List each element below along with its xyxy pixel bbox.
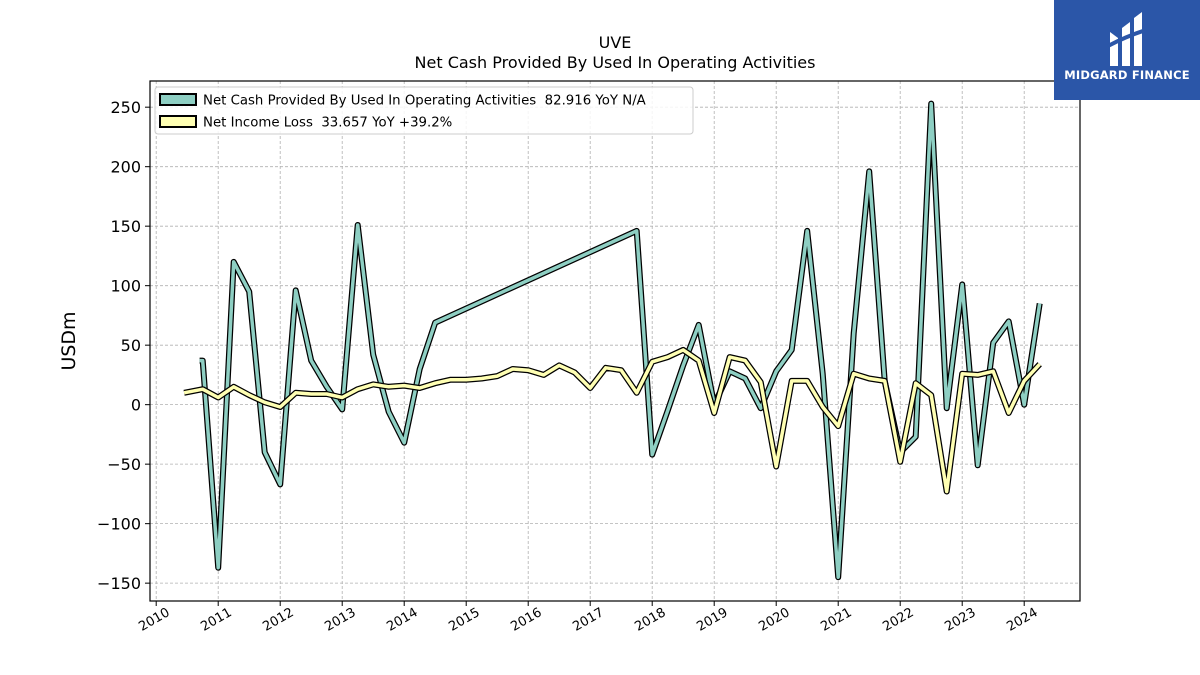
x-axis: 2010 2011 2012 2013 2014 2015 2016 2017 2018 2019…: [136, 601, 1041, 635]
x-tick-label: 2015: [446, 605, 482, 635]
series-lines: [183, 100, 1043, 581]
logo-text: MIDGARD FINANCE: [1064, 68, 1190, 82]
midgard-finance-logo: MIDGARD FINANCE: [1054, 0, 1200, 100]
x-tick-label: 2013: [322, 605, 358, 635]
x-tick-label: 2012: [260, 605, 296, 635]
y-axis-label: USDm: [58, 311, 80, 370]
series-1: [183, 346, 1042, 495]
y-axis: 250 200 150 100 50 0 −50 −100 −150: [97, 98, 150, 593]
x-tick-label: 2014: [384, 605, 420, 635]
series-line: [199, 101, 1042, 579]
legend-label-net-cash: Net Cash Provided By Used In Operating A…: [203, 94, 646, 109]
legend-box: [154, 86, 694, 135]
series-line: [183, 348, 1041, 494]
grid: [150, 81, 1080, 601]
x-tick-label: 2021: [818, 605, 854, 635]
x-tick-label: 2011: [198, 605, 234, 635]
x-tick-label: 2023: [942, 605, 978, 635]
y-tick-label: 250: [110, 98, 141, 117]
x-tick-label: 2022: [880, 605, 916, 635]
x-tick-label: 2010: [136, 605, 172, 635]
y-tick-label: −150: [97, 574, 141, 593]
legend: Net Cash Provided By Used In Operating A…: [154, 86, 694, 135]
y-tick-label: 0: [131, 396, 141, 415]
x-tick-label: 2018: [632, 605, 668, 635]
legend-swatch-net-cash: [159, 93, 197, 106]
x-tick-label: 2017: [570, 605, 606, 635]
x-tick-label: 2016: [508, 605, 544, 635]
series-line-outline: [183, 346, 1042, 495]
x-tick-label: 2019: [694, 605, 730, 635]
logo-mark-icon: [1107, 12, 1147, 66]
series-0: [199, 100, 1043, 581]
chart-title: UVE: [599, 33, 632, 52]
legend-swatch-net-income: [159, 115, 197, 128]
plot-frame: [149, 80, 1081, 602]
legend-label-net-income: Net Income Loss 33.657 YoY +39.2%: [203, 116, 452, 131]
y-tick-label: −100: [97, 515, 141, 534]
x-tick-label: 2020: [756, 605, 792, 635]
y-tick-label: 150: [110, 217, 141, 236]
chart-subtitle: Net Cash Provided By Used In Operating A…: [415, 53, 816, 72]
y-tick-label: 100: [110, 277, 141, 296]
y-tick-label: −50: [107, 455, 141, 474]
y-tick-label: 50: [121, 336, 141, 355]
x-tick-label: 2024: [1004, 605, 1040, 635]
series-line-outline: [199, 100, 1043, 581]
y-tick-label: 200: [110, 158, 141, 177]
